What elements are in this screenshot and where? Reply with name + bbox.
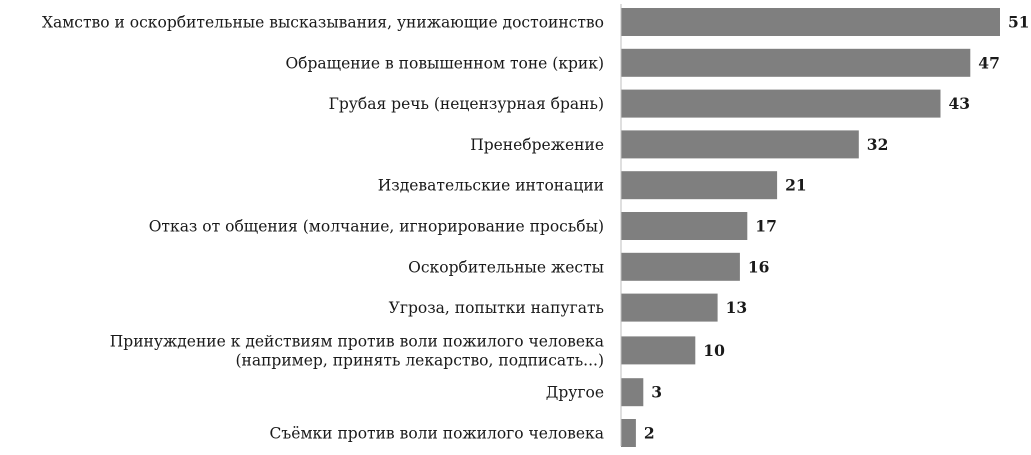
bar-7 bbox=[621, 252, 740, 281]
bar-1 bbox=[621, 8, 1000, 36]
value-label-11: 2 bbox=[644, 424, 655, 443]
bar-5 bbox=[621, 171, 778, 200]
value-label-8: 13 bbox=[726, 298, 748, 317]
value-label-10: 3 bbox=[651, 383, 662, 402]
value-label-7: 16 bbox=[748, 257, 770, 276]
bars-layer bbox=[621, 8, 1000, 447]
category-label-6: Отказ от общения (молчание, игнорировани… bbox=[149, 218, 604, 236]
category-labels-layer: Хамство и оскорбительные высказывания, у… bbox=[42, 14, 604, 443]
bar-11 bbox=[621, 419, 636, 447]
bar-4 bbox=[621, 130, 859, 159]
category-label-9-line-1: Принуждение к действиям против воли пожи… bbox=[110, 332, 604, 350]
category-label-10: Другое bbox=[546, 384, 604, 402]
category-label-7: Оскорбительные жесты bbox=[408, 258, 604, 276]
category-label-5: Издевательские интонации bbox=[378, 177, 604, 195]
value-label-3: 43 bbox=[949, 94, 971, 113]
category-label-8: Угроза, попытки напугать bbox=[389, 299, 604, 317]
bar-3 bbox=[621, 89, 941, 118]
category-label-9-line-2: (например, принять лекарство, подписать.… bbox=[235, 351, 604, 369]
value-label-4: 32 bbox=[867, 135, 889, 154]
value-label-2: 47 bbox=[978, 53, 1000, 72]
value-label-6: 17 bbox=[755, 217, 777, 236]
category-label-3: Грубая речь (нецензурная брань) bbox=[329, 95, 604, 113]
category-label-11: Съёмки против воли пожилого человека bbox=[270, 425, 604, 443]
bar-2 bbox=[621, 48, 971, 77]
bar-6 bbox=[621, 212, 748, 240]
category-label-1: Хамство и оскорбительные высказывания, у… bbox=[42, 14, 604, 32]
value-label-1: 51 bbox=[1008, 13, 1030, 32]
category-label-2: Обращение в повышенном тоне (крик) bbox=[285, 54, 604, 72]
bar-9 bbox=[621, 336, 696, 365]
bar-10 bbox=[621, 378, 644, 407]
category-label-4: Пренебрежение bbox=[470, 136, 604, 154]
value-label-9: 10 bbox=[703, 341, 725, 360]
bar-8 bbox=[621, 293, 718, 322]
value-label-5: 21 bbox=[785, 176, 807, 195]
